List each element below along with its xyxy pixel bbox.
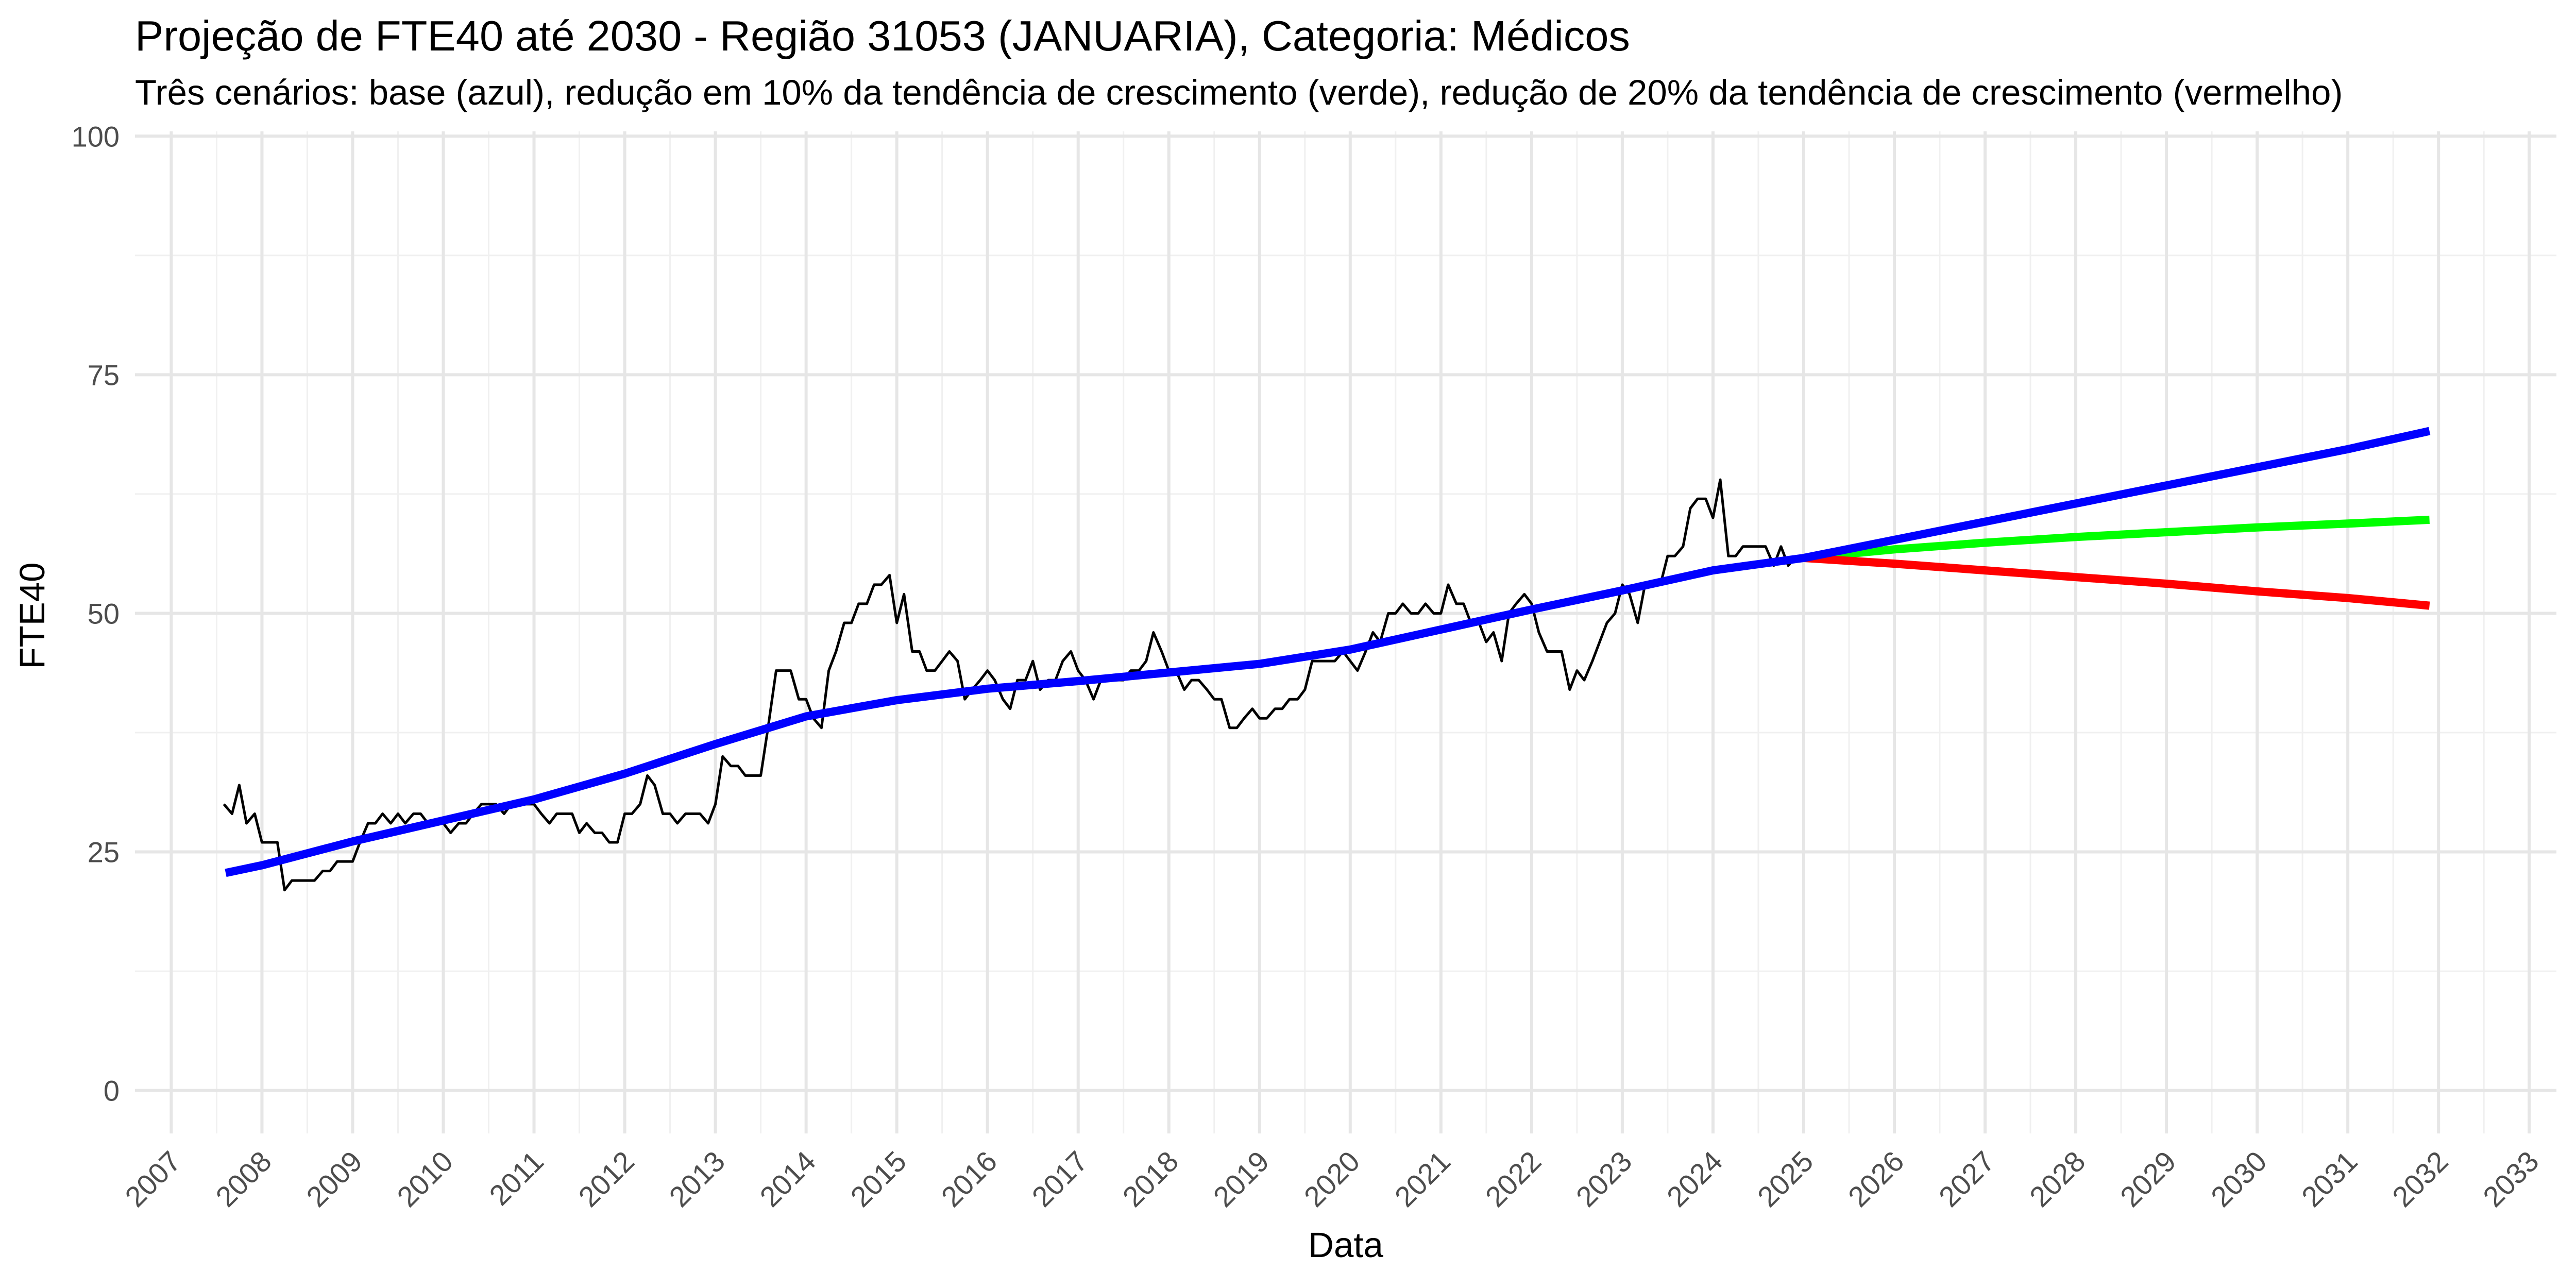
x-tick-label: 2032 bbox=[2386, 1145, 2454, 1213]
y-tick-label: 50 bbox=[88, 597, 120, 630]
x-tick-label: 2015 bbox=[844, 1145, 912, 1213]
x-tick-label: 2030 bbox=[2205, 1145, 2273, 1213]
series-line-3 bbox=[1803, 554, 2430, 610]
x-tick-label: 2019 bbox=[1207, 1145, 1276, 1213]
x-tick-label: 2009 bbox=[300, 1145, 368, 1213]
x-tick-label: 2024 bbox=[1660, 1145, 1729, 1213]
x-tick-label: 2033 bbox=[2477, 1145, 2545, 1213]
chart-title: Projeção de FTE40 até 2030 - Região 3105… bbox=[135, 12, 1630, 60]
series-line-1 bbox=[225, 427, 2431, 877]
x-tick-label: 2027 bbox=[1933, 1145, 2001, 1213]
x-tick-label: 2029 bbox=[2114, 1145, 2182, 1213]
x-tick-label: 2012 bbox=[572, 1145, 640, 1213]
major-gridlines bbox=[135, 131, 2556, 1133]
series-line-0 bbox=[223, 478, 1798, 892]
x-tick-label: 2018 bbox=[1116, 1145, 1185, 1213]
x-tick-label: 2016 bbox=[935, 1145, 1004, 1213]
x-tick-label: 2014 bbox=[753, 1145, 822, 1213]
y-tick-label: 75 bbox=[88, 359, 120, 391]
chart-subtitle: Três cenários: base (azul), redução em 1… bbox=[135, 73, 2343, 112]
minor-gridlines bbox=[135, 131, 2556, 1133]
x-tick-label: 2023 bbox=[1570, 1145, 1638, 1213]
series-layer bbox=[223, 427, 2431, 892]
x-tick-labels: 2007 2008 2009 2010 2011 2012 2013 2014 2015 2016… bbox=[118, 1145, 2545, 1213]
x-tick-label: 2011 bbox=[483, 1145, 550, 1212]
x-tick-label: 2017 bbox=[1026, 1145, 1094, 1213]
y-tick-label: 25 bbox=[88, 836, 120, 869]
x-tick-label: 2028 bbox=[2023, 1145, 2092, 1213]
x-tick-label: 2007 bbox=[118, 1145, 187, 1213]
x-tick-label: 2020 bbox=[1298, 1145, 1366, 1213]
x-tick-label: 2013 bbox=[663, 1145, 731, 1213]
x-tick-label: 2010 bbox=[391, 1145, 459, 1213]
x-tick-label: 2026 bbox=[1842, 1145, 1910, 1213]
x-tick-label: 2031 bbox=[2295, 1145, 2364, 1213]
x-axis-title: Data bbox=[1308, 1225, 1383, 1265]
x-tick-label: 2021 bbox=[1388, 1145, 1457, 1213]
series-line-2 bbox=[1803, 515, 2430, 562]
y-axis-title: FTE40 bbox=[12, 562, 52, 669]
x-tick-label: 2025 bbox=[1751, 1145, 1820, 1213]
y-tick-label: 0 bbox=[104, 1075, 120, 1107]
y-tick-labels: 0 25 50 75 100 bbox=[72, 120, 120, 1107]
y-tick-label: 100 bbox=[72, 120, 120, 152]
x-tick-label: 2022 bbox=[1479, 1145, 1548, 1213]
x-tick-label: 2008 bbox=[209, 1145, 278, 1213]
